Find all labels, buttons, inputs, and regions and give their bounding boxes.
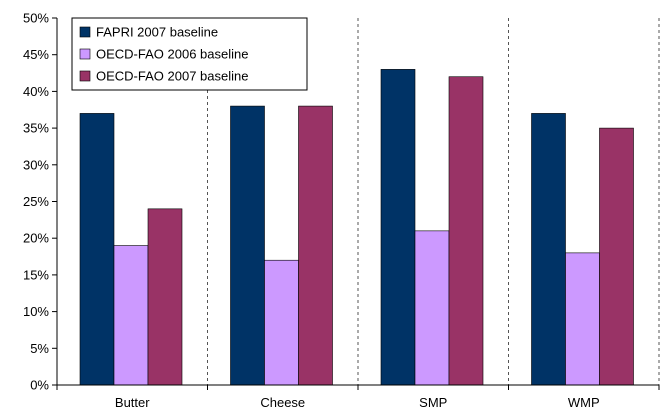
- bar-butter-series-1: [79, 113, 115, 386]
- y-tick-label: 40%: [23, 84, 49, 99]
- y-tick-label: 5%: [30, 341, 49, 356]
- y-tick-label: 50%: [23, 11, 49, 26]
- legend-swatch: [79, 70, 91, 82]
- bar-wmp-series-1: [531, 113, 566, 386]
- y-tick-label: 30%: [23, 157, 49, 172]
- bar-butter-series-2: [113, 245, 149, 386]
- x-axis: Butter Cheese SMP WMP: [56, 384, 660, 410]
- x-tick-label: Butter: [115, 395, 150, 410]
- bar-smp-series-3: [448, 76, 484, 386]
- y-axis: 0% 5% 10% 15% 20% 25% 30% 35% 40% 45% 50%: [23, 11, 58, 393]
- bar-wmp-series-3: [599, 127, 634, 386]
- y-tick-label: 35%: [23, 121, 49, 136]
- legend-label: OECD-FAO 2007 baseline: [96, 69, 248, 84]
- y-tick-label: 45%: [23, 47, 49, 62]
- x-tick-label: WMP: [568, 395, 600, 410]
- y-tick-label: 25%: [23, 194, 49, 209]
- bar-cheese-series-1: [230, 105, 265, 386]
- x-tick-label: SMP: [419, 395, 447, 410]
- bar-wmp-series-2: [565, 252, 600, 386]
- y-tick-label: 15%: [23, 267, 49, 282]
- y-tick-label: 20%: [23, 231, 49, 246]
- legend-swatch: [79, 26, 91, 38]
- bar-cheese-series-2: [264, 259, 299, 386]
- bar-cheese-series-3: [298, 105, 333, 386]
- legend: FAPRI 2007 baseline OECD-FAO 2006 baselin…: [71, 17, 308, 91]
- bar-smp-series-2: [414, 230, 450, 386]
- x-tick-label: Cheese: [260, 395, 305, 410]
- y-tick-label: 0%: [30, 378, 49, 393]
- bars: [79, 69, 634, 386]
- bar-butter-series-3: [147, 208, 183, 386]
- bar-smp-series-1: [380, 69, 416, 386]
- legend-label: OECD-FAO 2006 baseline: [96, 47, 248, 62]
- legend-swatch: [79, 48, 91, 60]
- legend-label: FAPRI 2007 baseline: [96, 25, 218, 40]
- legend-box: [71, 17, 308, 91]
- y-tick-label: 10%: [23, 304, 49, 319]
